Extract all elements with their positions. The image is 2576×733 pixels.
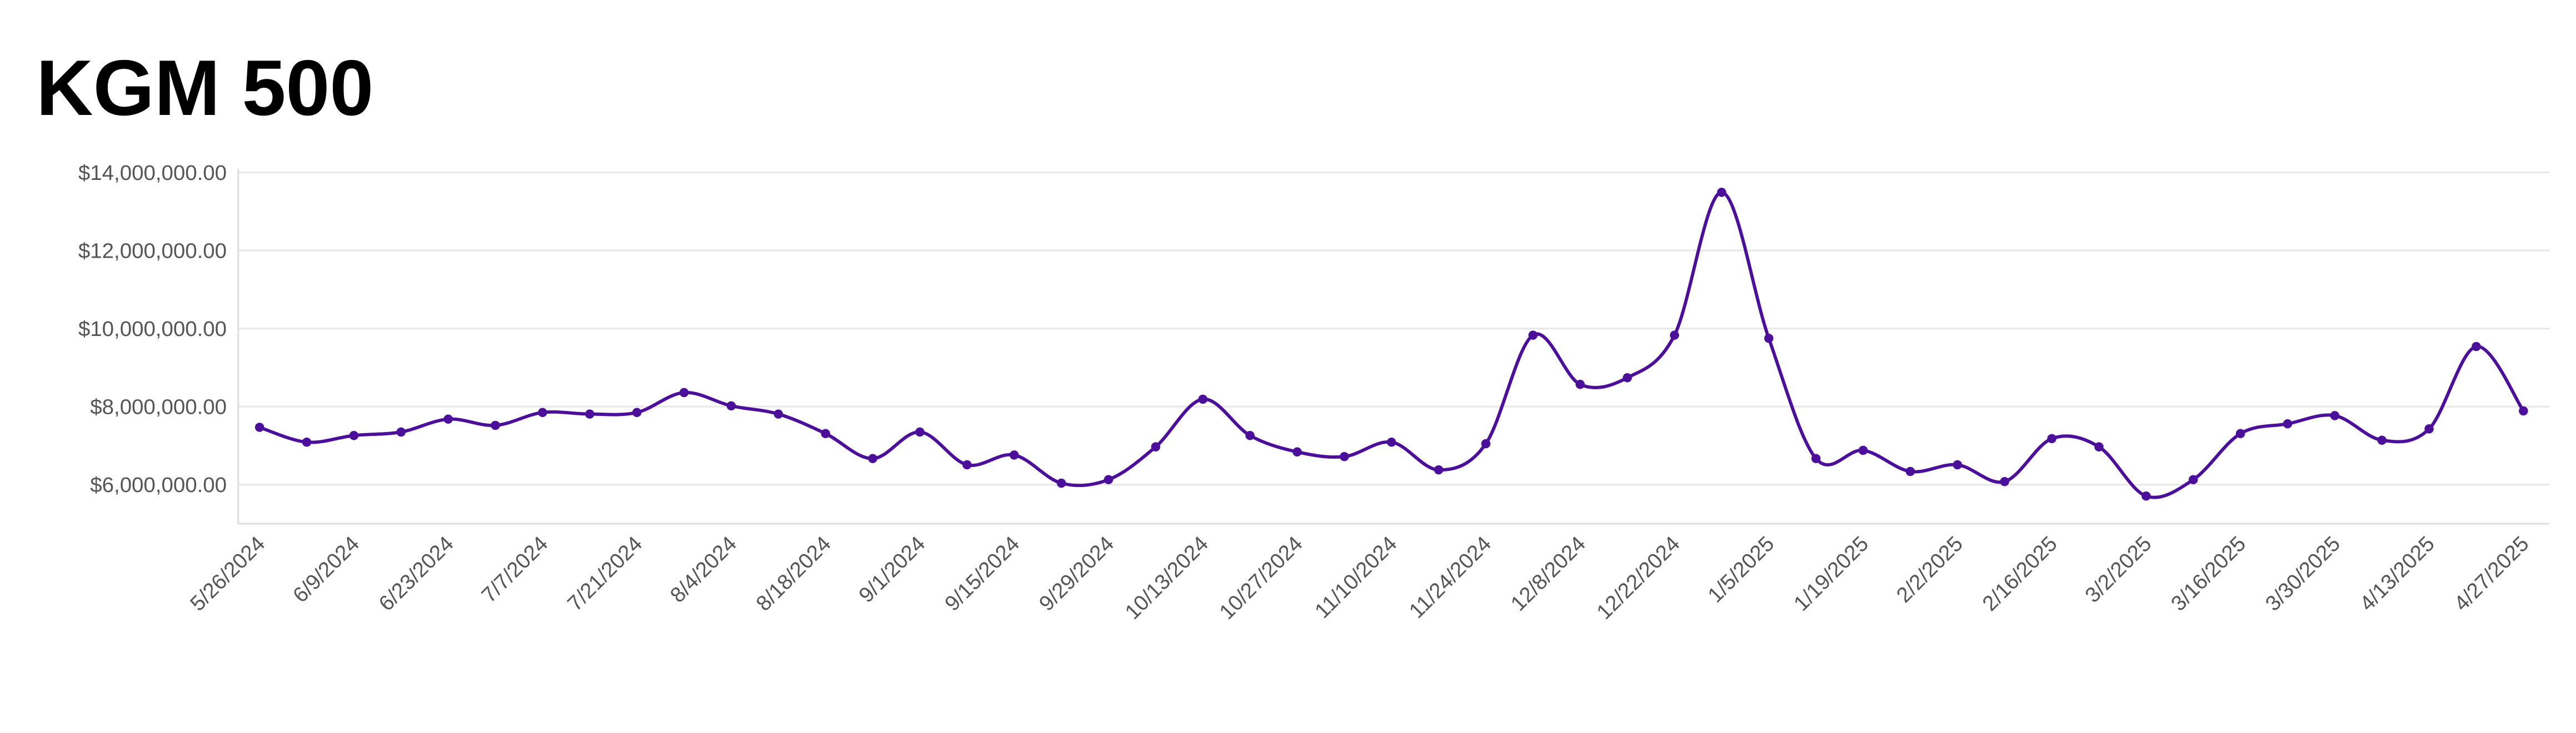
- x-tick-label: 8/4/2024: [666, 532, 741, 608]
- point: [1905, 466, 1915, 476]
- point: [2283, 419, 2293, 429]
- y-tick-label: $14,000,000.00: [78, 161, 227, 185]
- y-tick-label: $6,000,000.00: [90, 473, 227, 497]
- x-tick-label: 2/2/2025: [1892, 532, 1968, 608]
- point: [1104, 475, 1114, 485]
- point: [868, 454, 877, 464]
- x-tick-label: 7/7/2024: [477, 532, 552, 608]
- point: [2235, 429, 2245, 439]
- point: [2094, 442, 2104, 451]
- x-tick-label: 10/13/2024: [1121, 532, 1213, 624]
- point: [585, 409, 595, 419]
- point: [2424, 424, 2434, 434]
- x-tick-label: 5/26/2024: [186, 532, 269, 616]
- point: [443, 414, 453, 424]
- x-tick-label: 9/15/2024: [940, 532, 1024, 616]
- x-tick-label: 3/16/2025: [2166, 532, 2250, 616]
- x-tick-label: 8/18/2024: [752, 532, 836, 616]
- x-tick-label: 2/16/2025: [1978, 532, 2062, 616]
- point: [2188, 475, 2198, 485]
- x-tick-label: 3/2/2025: [2080, 532, 2156, 608]
- x-tick-label: 12/8/2024: [1506, 532, 1590, 616]
- point: [1858, 445, 1868, 455]
- chart-title: KGM 500: [36, 44, 373, 132]
- line: [259, 190, 2525, 499]
- point: [1245, 431, 1255, 440]
- y-tick-label: $8,000,000.00: [90, 395, 227, 419]
- point: [254, 423, 264, 432]
- point: [1056, 478, 1066, 488]
- point: [1811, 454, 1821, 464]
- x-tick-label: 6/9/2024: [288, 532, 364, 608]
- point: [821, 429, 830, 439]
- x-tick-label: 1/5/2025: [1703, 532, 1779, 608]
- point: [1434, 465, 1444, 475]
- x-tick-label: 3/30/2025: [2261, 532, 2345, 616]
- point: [1953, 460, 1963, 470]
- x-tick-label: 9/1/2024: [854, 532, 930, 608]
- point: [1009, 450, 1019, 460]
- point: [1386, 437, 1396, 447]
- point: [1340, 451, 1349, 461]
- point: [2472, 342, 2481, 352]
- point: [1198, 394, 1208, 404]
- point: [1670, 330, 1679, 340]
- x-tick-label: 4/13/2025: [2355, 532, 2439, 616]
- point: [1292, 447, 1302, 457]
- y-tick-label: $12,000,000.00: [78, 239, 227, 263]
- point: [1481, 439, 1491, 449]
- x-tick-label: 11/24/2024: [1405, 532, 1496, 623]
- point: [962, 460, 972, 470]
- point: [2047, 434, 2056, 444]
- x-tick-label: 10/27/2024: [1215, 532, 1307, 624]
- point: [1717, 188, 1726, 197]
- point: [302, 437, 312, 447]
- y-tick-label: $10,000,000.00: [78, 317, 227, 341]
- point: [396, 427, 406, 437]
- x-tick-label: 4/27/2025: [2449, 532, 2533, 616]
- point: [349, 431, 359, 440]
- point: [1528, 330, 1538, 340]
- x-tick-label: 7/21/2024: [563, 532, 647, 616]
- point: [679, 388, 689, 398]
- point: [1151, 442, 1161, 451]
- point: [2519, 406, 2528, 416]
- x-tick-label: 9/29/2024: [1035, 532, 1119, 616]
- point: [1575, 379, 1585, 389]
- point: [915, 427, 925, 437]
- x-tick-label: 6/23/2024: [375, 532, 458, 616]
- point: [2141, 491, 2151, 501]
- point: [2330, 411, 2340, 420]
- x-tick-label: 11/10/2024: [1310, 532, 1401, 623]
- point: [726, 401, 736, 411]
- point: [632, 408, 642, 418]
- point: [2000, 476, 2009, 486]
- x-tick-label: 12/22/2024: [1592, 532, 1684, 624]
- point: [1764, 333, 1774, 343]
- point: [538, 408, 547, 418]
- point: [2377, 435, 2387, 445]
- x-tick-label: 1/19/2025: [1789, 532, 1873, 616]
- point: [1623, 373, 1632, 383]
- point: [491, 420, 500, 430]
- point: [773, 409, 783, 419]
